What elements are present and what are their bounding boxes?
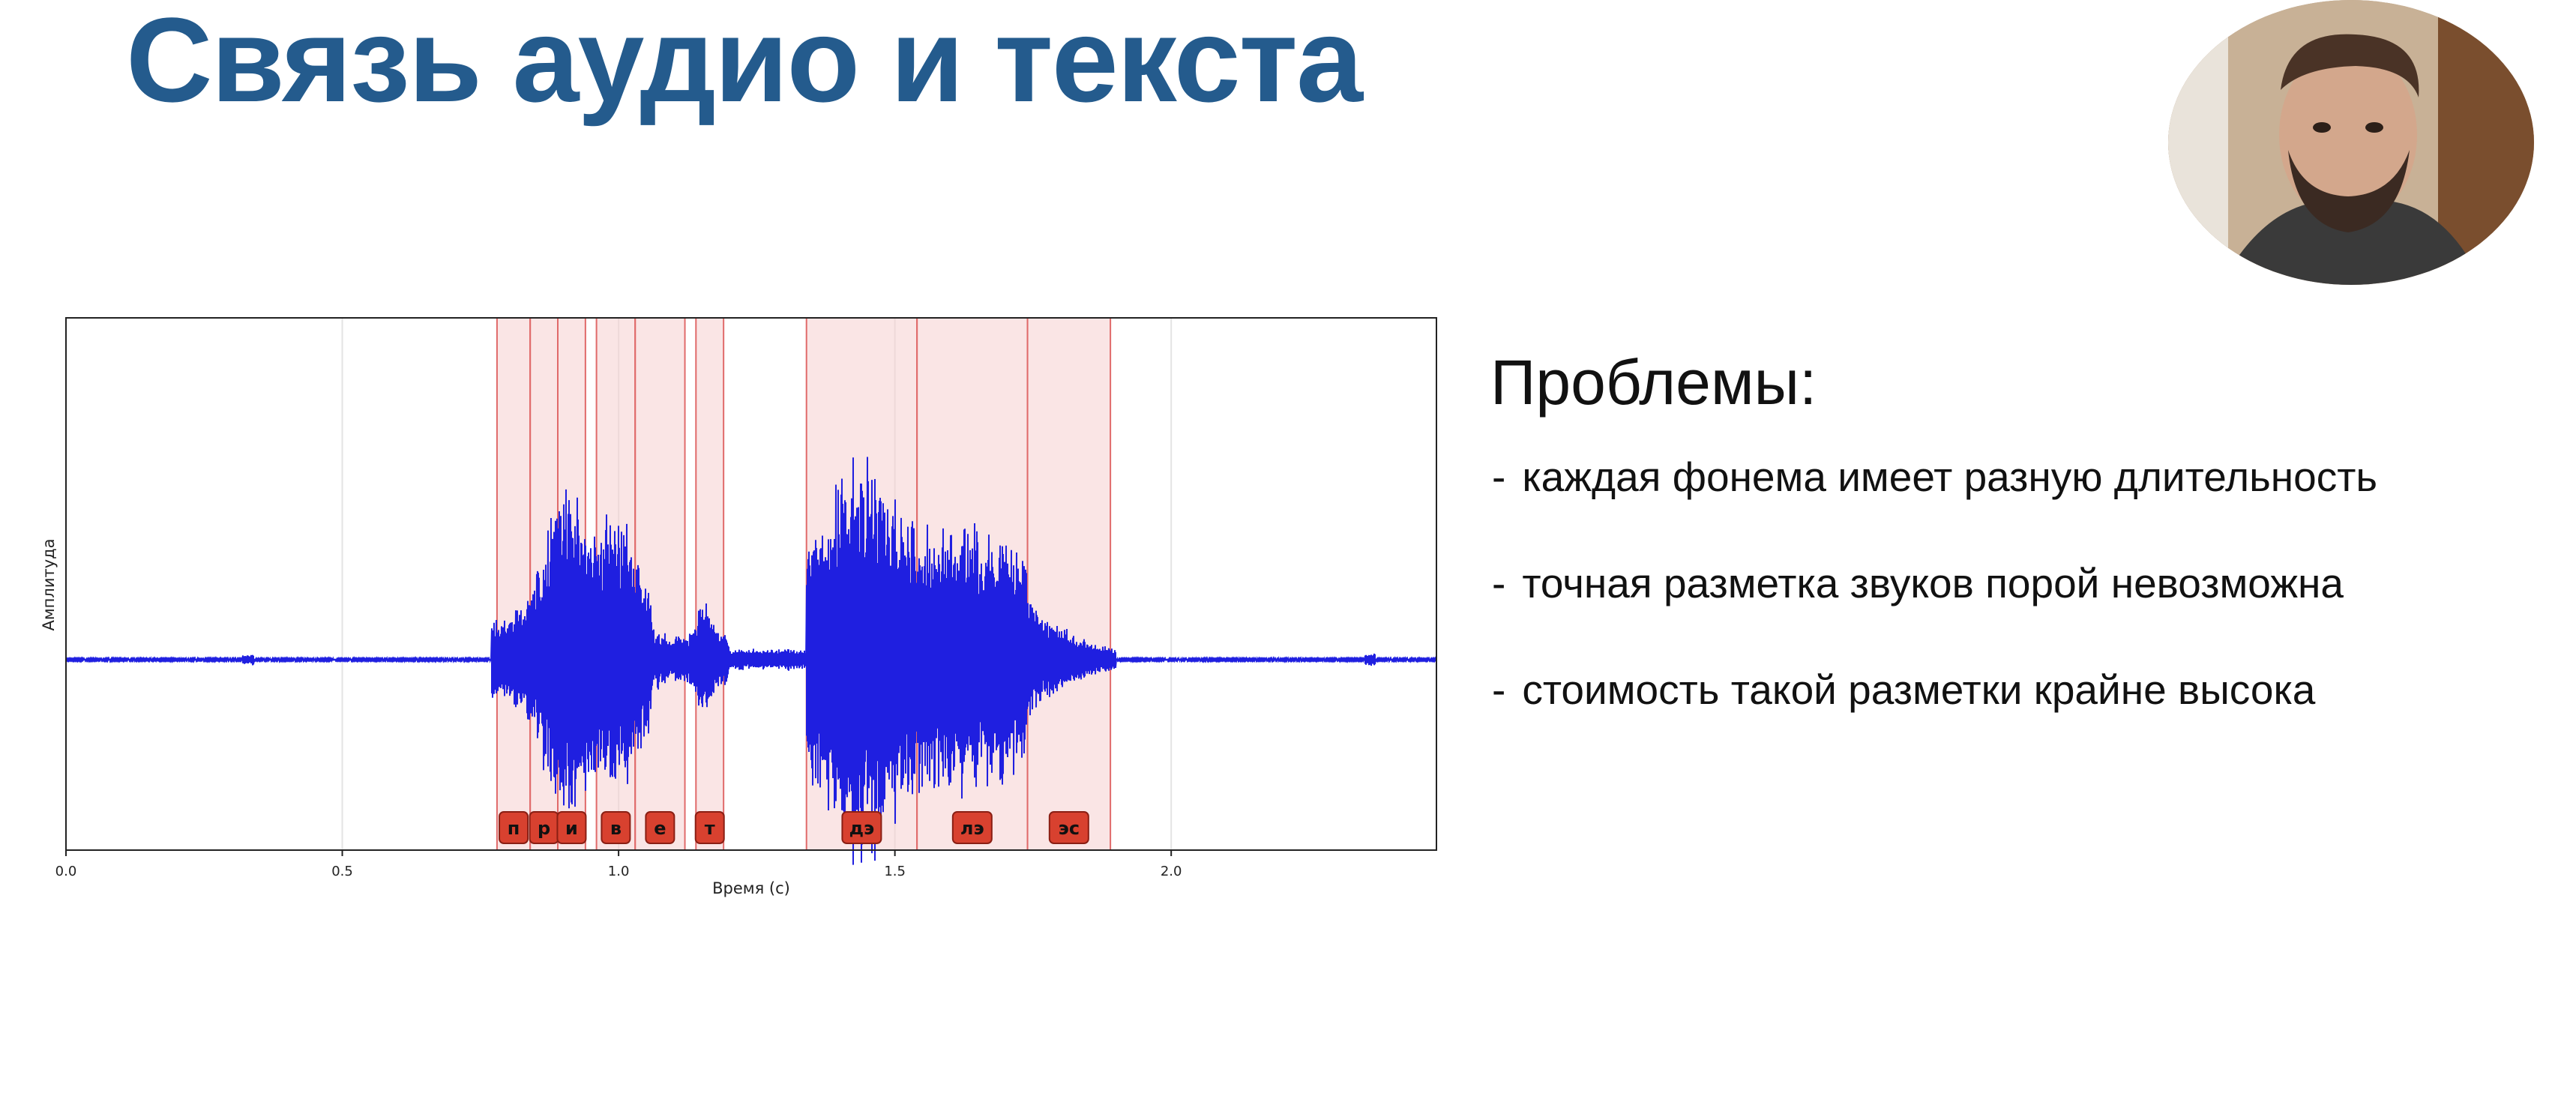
phoneme-label: лэ <box>960 818 984 839</box>
phoneme-label: дэ <box>849 818 875 839</box>
phoneme-label-box <box>645 811 675 844</box>
phoneme-label: е <box>654 818 666 839</box>
phoneme-segment <box>634 317 686 851</box>
x-tick-label: 0.5 <box>331 864 353 879</box>
x-axis-ticks: 0.0 0.5 1.0 1.5 2.0 <box>55 850 1182 879</box>
plot-frame <box>65 317 1437 851</box>
phoneme-segment <box>496 317 532 851</box>
phoneme-segment <box>1026 317 1112 851</box>
phoneme-label-box <box>841 811 882 844</box>
x-tick-label: 0.0 <box>55 864 77 879</box>
phoneme-label: в <box>610 818 622 839</box>
problems-heading: Проблемы: <box>1490 347 1817 418</box>
waveform-chart: п р и в е т дэ лэ эс 0.0 0.5 1.0 1.5 2.0 Время (с) А… <box>0 300 1454 915</box>
phoneme-label-box <box>1048 811 1089 844</box>
bullet-dash: - <box>1492 666 1506 713</box>
problem-text: стоимость такой разметки крайне высока <box>1522 666 2316 713</box>
phoneme-label: и <box>565 818 578 839</box>
problem-item-1: - каждая фонема имеет разную длительность <box>1492 453 2377 559</box>
audio-waveform <box>65 457 1437 865</box>
phoneme-label-box <box>499 811 529 844</box>
problem-text: точная разметка звуков порой невозможна <box>1522 560 2344 606</box>
phoneme-label: р <box>538 818 550 839</box>
problem-item-3: - стоимость такой разметки крайне высока <box>1492 666 2377 772</box>
y-axis-label: Амплитуда <box>40 538 58 630</box>
phoneme-label-box <box>556 811 587 844</box>
bullet-dash: - <box>1492 454 1506 500</box>
phoneme-label-box <box>601 811 631 844</box>
x-tick-label: 2.0 <box>1161 864 1182 879</box>
problems-list: - каждая фонема имеет разную длительность… <box>1492 453 2377 772</box>
phoneme-label: п <box>508 818 520 839</box>
phoneme-label: эс <box>1059 818 1080 839</box>
problem-item-2: - точная разметка звуков порой невозможна <box>1492 559 2377 666</box>
x-axis-label: Время (с) <box>712 879 790 897</box>
waveform-svg: п р и в е т дэ лэ эс 0.0 0.5 1.0 1.5 2.0 Время (с) А… <box>40 317 1437 897</box>
x-tick-label: 1.5 <box>884 864 906 879</box>
phoneme-label-box <box>951 811 993 844</box>
phoneme-label: т <box>705 818 715 839</box>
x-tick-label: 1.0 <box>608 864 630 879</box>
webcam-video <box>2168 0 2534 285</box>
slide-title: Связь аудио и текста <box>126 0 1363 127</box>
presenter-image <box>2168 0 2534 285</box>
bullet-dash: - <box>1492 560 1506 606</box>
phoneme-label-box <box>694 811 725 844</box>
phoneme-segment <box>695 317 725 851</box>
problem-text: каждая фонема имеет разную длительность <box>1522 454 2378 500</box>
phoneme-labels: п р и в е т дэ лэ эс <box>499 811 1089 844</box>
